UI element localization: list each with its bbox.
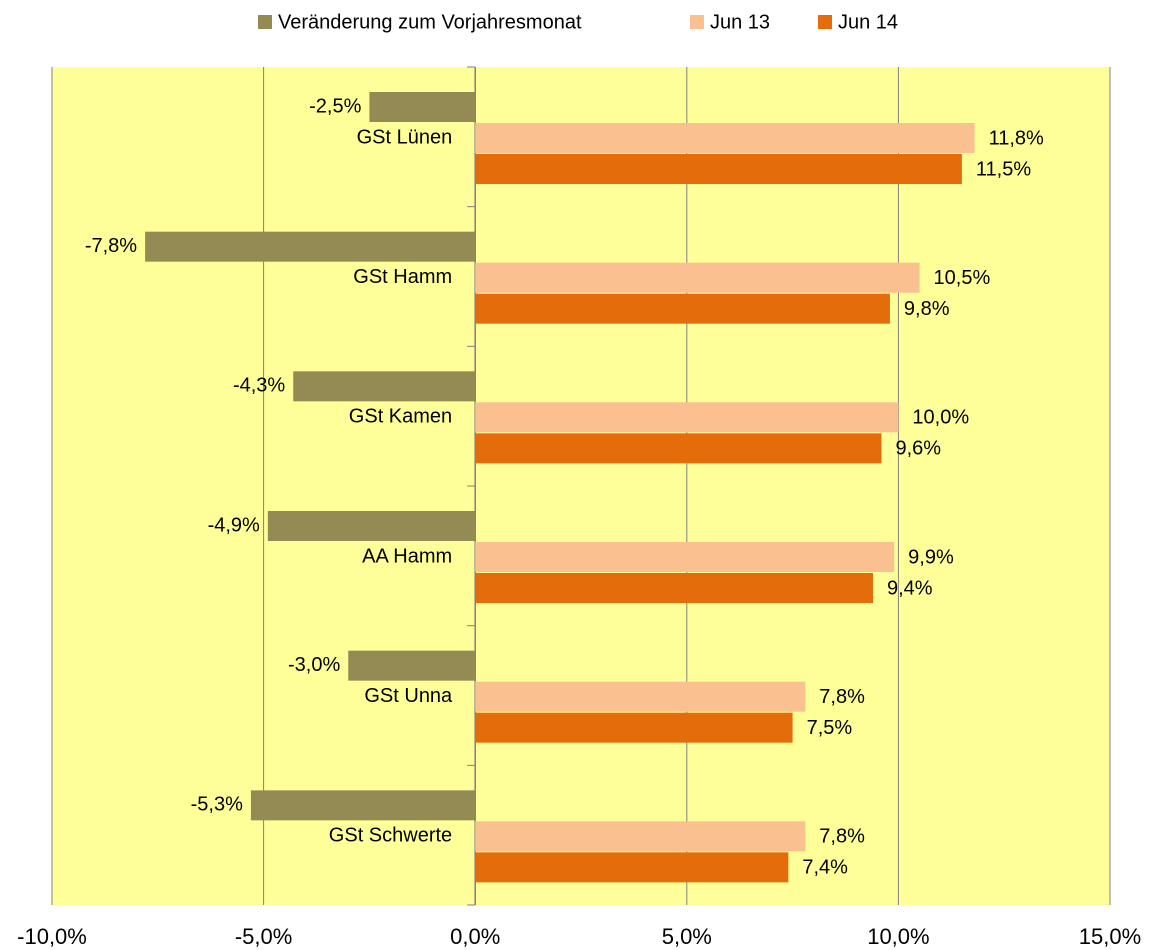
category-label: GSt Kamen	[349, 406, 452, 428]
bar	[293, 371, 476, 402]
bar	[475, 262, 920, 293]
bar	[475, 712, 793, 743]
bar	[475, 154, 962, 184]
data-label: 9,4%	[887, 577, 933, 599]
data-label: 7,4%	[802, 857, 848, 879]
bar	[475, 821, 806, 852]
data-label: 11,5%	[976, 158, 1031, 180]
x-tick-label: -10,0%	[17, 924, 87, 949]
category-label: GSt Unna	[364, 685, 453, 707]
plot-area	[52, 67, 1110, 905]
category-label: AA Hamm	[362, 545, 452, 567]
bar	[475, 123, 975, 153]
bar	[348, 650, 476, 681]
bar	[267, 511, 476, 541]
legend-label: Veränderung zum Vorjahresmonat	[278, 11, 582, 33]
data-label: 11,8%	[989, 127, 1044, 149]
bar	[475, 542, 895, 572]
bar	[475, 852, 789, 883]
data-label: 10,5%	[934, 267, 991, 289]
x-tick-label: 0,0%	[450, 924, 500, 949]
legend-swatch	[258, 15, 272, 29]
legend-label: Jun 14	[838, 11, 898, 33]
bar	[250, 790, 476, 821]
data-label: -5,3%	[191, 794, 243, 816]
bar	[369, 92, 476, 122]
category-label: GSt Hamm	[353, 266, 452, 288]
legend-swatch	[818, 15, 832, 29]
data-label: 9,8%	[904, 298, 950, 320]
x-tick-label: 15,0%	[1079, 924, 1141, 949]
data-label: -4,3%	[233, 375, 285, 397]
x-tick-label: -5,0%	[235, 924, 292, 949]
data-label: 7,8%	[819, 686, 865, 708]
bar	[475, 293, 890, 324]
data-label: -7,8%	[85, 235, 137, 257]
bar	[475, 433, 882, 464]
data-label: -4,9%	[208, 514, 260, 536]
x-tick-label: 10,0%	[867, 924, 929, 949]
data-label: -3,0%	[288, 654, 340, 676]
data-label: 10,0%	[912, 407, 969, 429]
data-label: -2,5%	[309, 95, 361, 117]
data-label: 7,5%	[807, 717, 853, 739]
legend-label: Jun 13	[710, 11, 770, 33]
x-tick-label: 5,0%	[662, 924, 712, 949]
data-label: 9,6%	[895, 438, 941, 460]
bar	[475, 681, 806, 712]
bar	[475, 573, 874, 603]
bar	[145, 231, 476, 262]
bar	[475, 402, 899, 433]
category-label: GSt Lünen	[357, 126, 453, 148]
data-label: 7,8%	[819, 826, 865, 848]
data-label: 9,9%	[908, 546, 954, 568]
legend-swatch	[690, 15, 704, 29]
category-label: GSt Schwerte	[329, 825, 452, 847]
